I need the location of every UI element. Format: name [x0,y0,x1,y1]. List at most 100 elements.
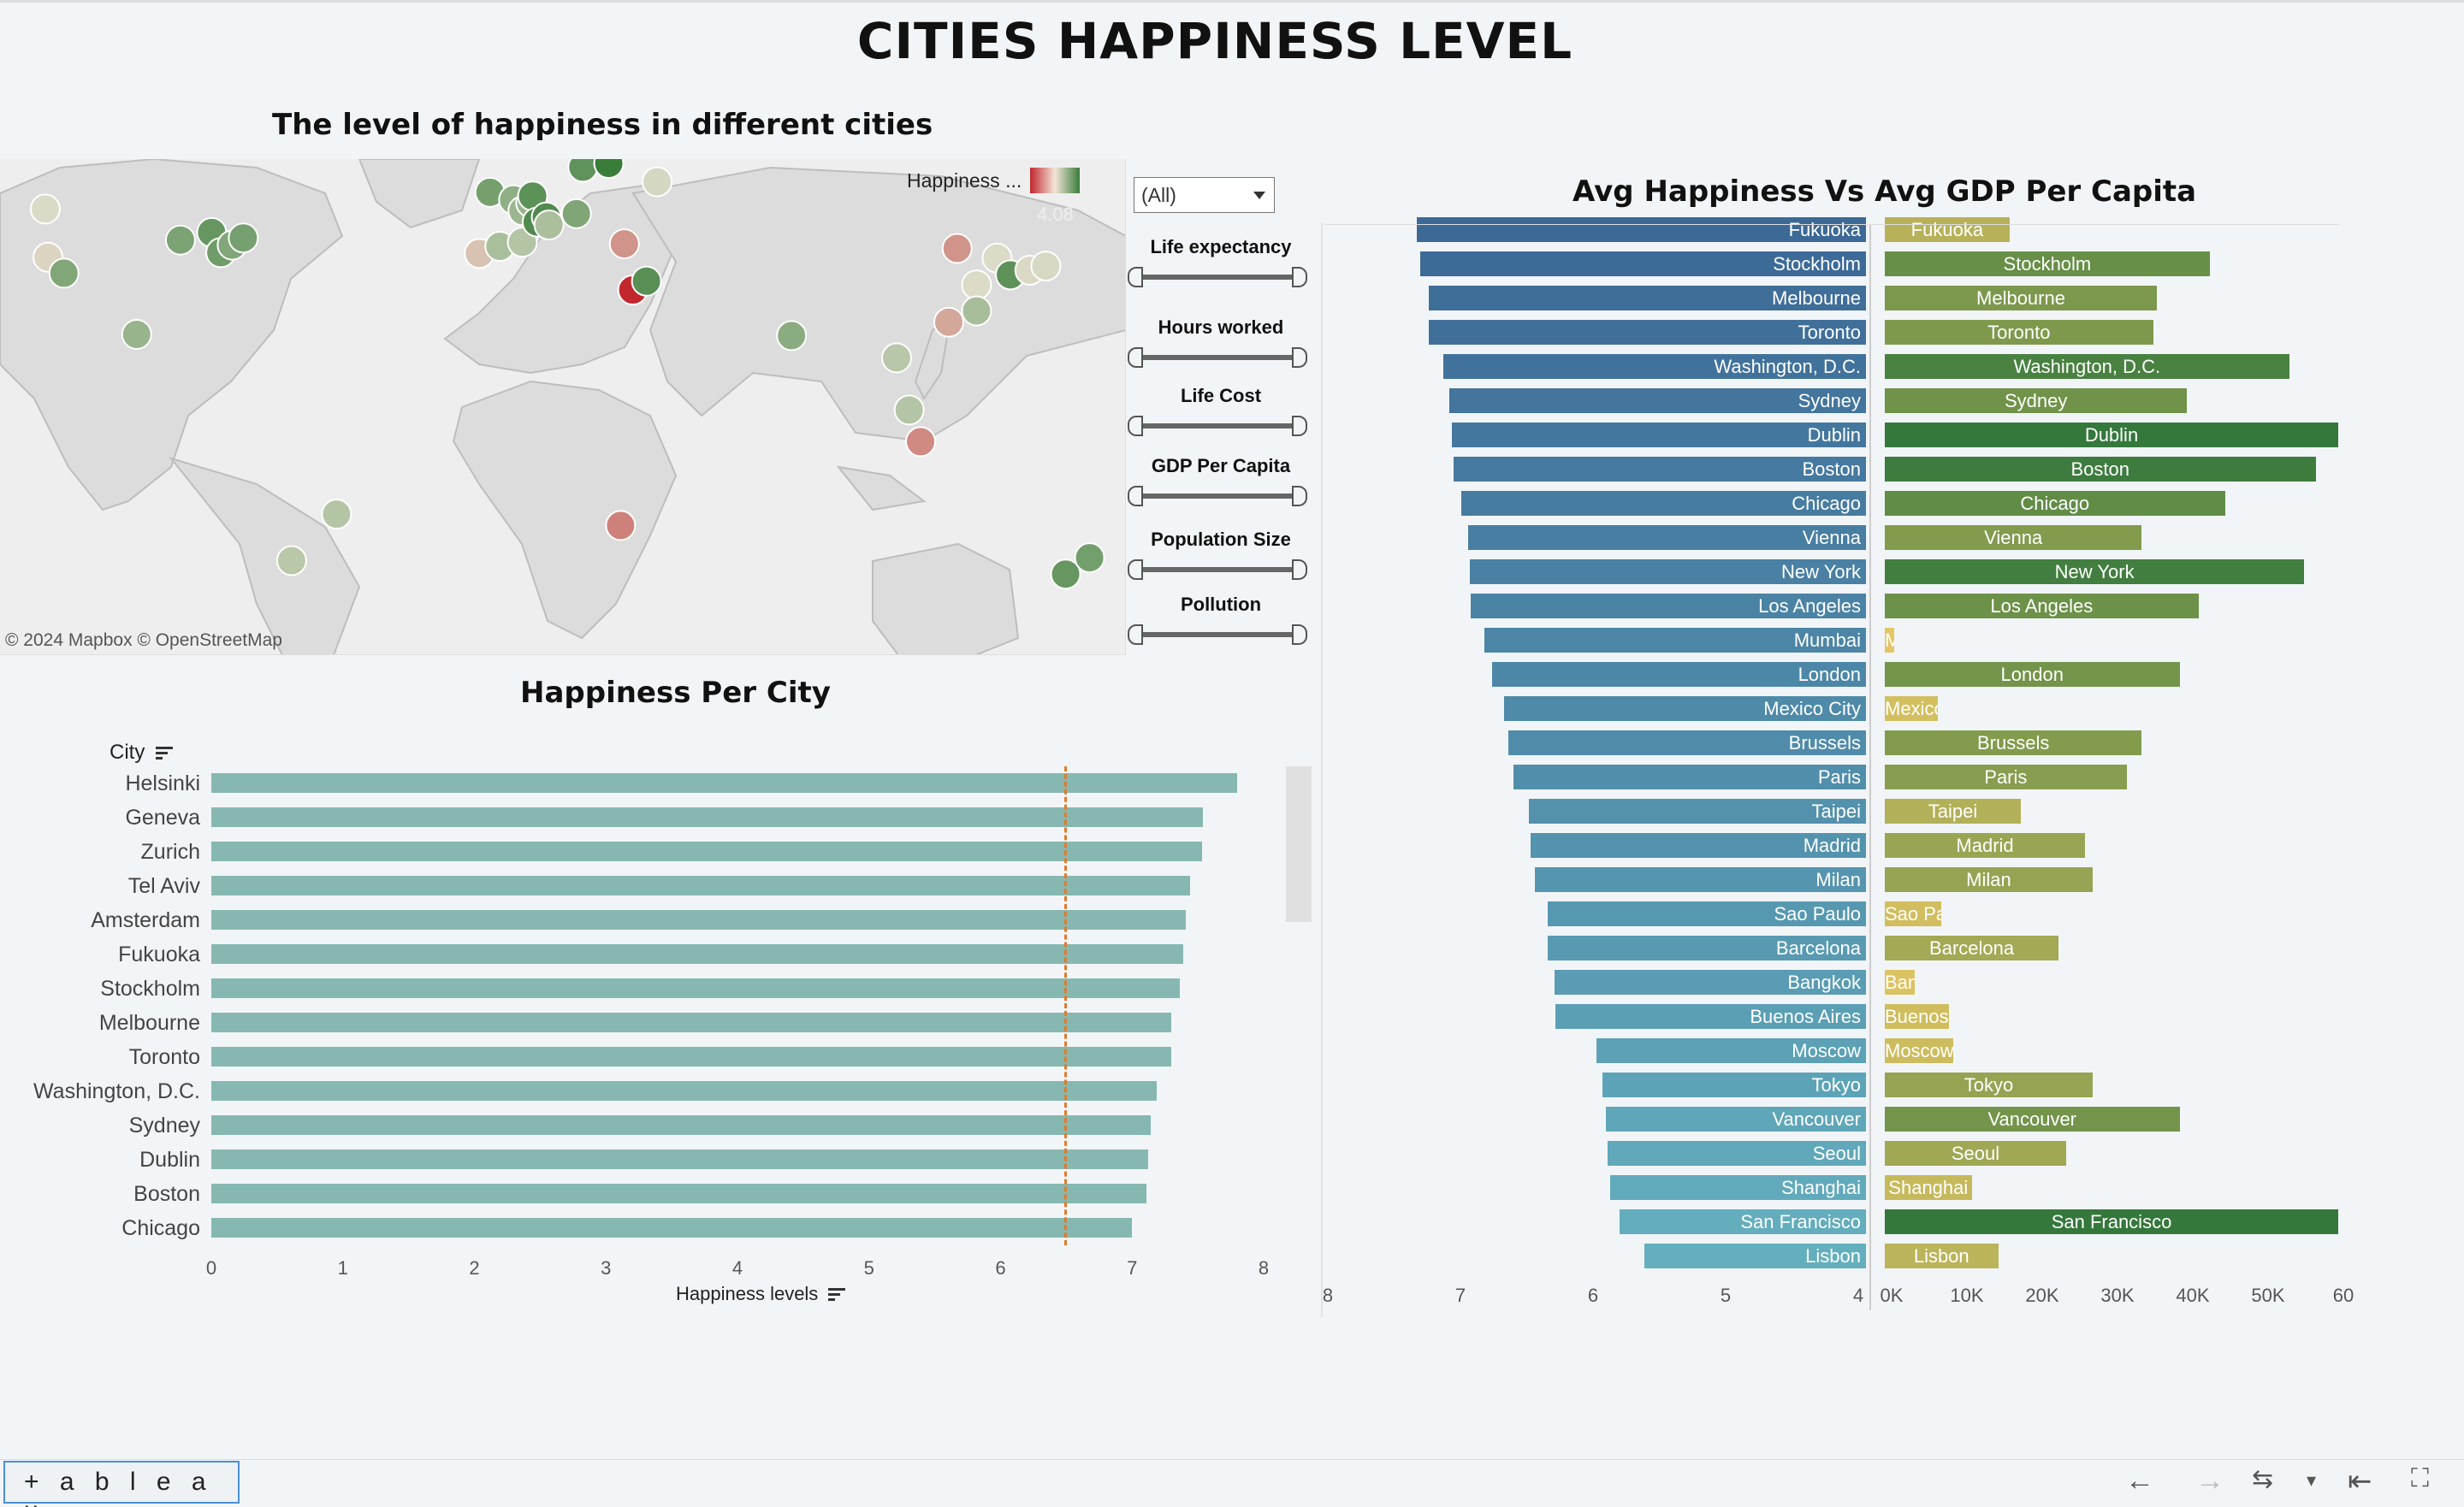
city-map-point[interactable] [776,320,808,352]
slider-max-handle[interactable] [1292,347,1307,368]
happiness-avg-bar[interactable]: Moscow [1596,1038,1866,1063]
city-filter-dropdown[interactable]: (All) [1134,177,1275,213]
happiness-avg-bar[interactable]: Dublin [1452,423,1866,447]
happiness-bar[interactable] [211,1218,1133,1238]
slider-track[interactable] [1134,275,1300,280]
city-map-point[interactable] [631,265,662,297]
happiness-avg-bar[interactable]: Madrid [1530,833,1866,858]
gdp-bar[interactable]: Shanghai [1885,1175,1972,1200]
gdp-bar[interactable]: Paris [1885,765,2127,789]
gdp-bar[interactable]: Mumbai [1885,628,1894,653]
happiness-avg-bar[interactable]: Los Angeles [1471,594,1866,618]
happiness-x-axis-title[interactable]: Happiness levels [676,1283,846,1305]
city-map-point[interactable] [228,222,259,254]
gdp-bar[interactable]: Washington, D.C. [1885,354,2289,379]
slider-min-handle[interactable] [1128,267,1143,287]
gdp-bar[interactable]: Buenos Aires [1885,1004,1950,1029]
happiness-bar[interactable] [211,1013,1172,1032]
gdp-bar[interactable]: Lisbon [1885,1244,1999,1268]
gdp-bar[interactable]: Moscow [1885,1038,1953,1063]
gdp-bar[interactable]: Vancouver [1885,1107,2180,1132]
slider-min-handle[interactable] [1128,624,1143,645]
city-map-point[interactable] [29,193,61,225]
city-map-point[interactable] [933,306,964,338]
slider-max-handle[interactable] [1292,267,1307,287]
happiness-legend[interactable]: Happiness ... [907,168,1081,193]
gdp-bar[interactable]: Boston [1885,457,2316,482]
happiness-avg-bar[interactable]: Taipei [1529,799,1866,824]
range-slider[interactable] [1128,267,1307,287]
city-label[interactable]: Amsterdam [91,908,200,932]
happiness-avg-bar[interactable]: Vancouver [1606,1107,1866,1132]
gdp-bar[interactable]: Stockholm [1885,251,2210,276]
happiness-avg-bar[interactable]: Brussels [1507,730,1866,755]
happiness-avg-bar[interactable]: Washington, D.C. [1442,354,1866,379]
city-map-point[interactable] [164,224,196,256]
gdp-bar[interactable]: Dublin [1885,423,2338,447]
city-map-point[interactable] [608,228,640,260]
city-map-point[interactable] [48,257,80,289]
city-label[interactable]: Helsinki [125,771,200,795]
happiness-bar[interactable] [211,944,1184,964]
slider-min-handle[interactable] [1128,559,1143,580]
slider-min-handle[interactable] [1128,416,1143,436]
city-map-point[interactable] [1030,251,1062,282]
city-map-point[interactable] [605,510,637,541]
chart-scrollbar[interactable] [1286,766,1312,922]
happiness-bar[interactable] [211,1047,1172,1067]
city-label[interactable]: Dublin [139,1148,200,1172]
happiness-bar[interactable] [211,1149,1148,1169]
happiness-avg-bar[interactable]: Sao Paulo [1548,901,1866,926]
happiness-bar[interactable] [211,978,1180,998]
range-slider[interactable] [1128,624,1307,645]
gdp-bar[interactable]: Bangkok [1885,970,1916,995]
slider-max-handle[interactable] [1292,416,1307,436]
happiness-bar[interactable] [211,1115,1151,1135]
happiness-avg-bar[interactable]: Mexico City [1503,696,1866,721]
happiness-avg-bar[interactable]: Stockholm [1420,251,1866,276]
gdp-bar[interactable]: London [1885,662,2180,687]
slider-min-handle[interactable] [1128,347,1143,368]
happiness-avg-bar[interactable]: Vienna [1468,525,1866,550]
gdp-bar[interactable]: Toronto [1885,320,2153,345]
happiness-bar[interactable] [211,773,1238,793]
gdp-bar[interactable]: Milan [1885,867,2093,892]
happiness-avg-bar[interactable]: Bangkok [1554,970,1866,995]
slider-track[interactable] [1134,493,1300,499]
city-map-point[interactable] [560,198,592,229]
undo-arrow-icon[interactable]: ← [2125,1464,2154,1497]
city-map-point[interactable] [961,295,992,327]
city-label[interactable]: Fukuoka [118,943,200,966]
slider-max-handle[interactable] [1292,624,1307,645]
gdp-bar[interactable]: Melbourne [1885,286,2157,310]
range-slider[interactable] [1128,347,1307,368]
slider-min-handle[interactable] [1128,486,1143,506]
gdp-bar[interactable]: New York [1885,559,2305,584]
happiness-bar[interactable] [211,1081,1158,1101]
city-map-point[interactable] [642,166,673,198]
slider-track[interactable] [1134,567,1300,572]
happiness-avg-bar[interactable]: London [1491,662,1866,687]
range-slider[interactable] [1128,416,1307,436]
happiness-bar[interactable] [211,910,1187,930]
city-label[interactable]: Zurich [140,840,200,864]
revert-icon[interactable]: ⇆ [2252,1465,2274,1493]
city-map-point[interactable] [1050,558,1081,590]
fullscreen-icon[interactable]: ⛶ [2411,1464,2429,1492]
slider-track[interactable] [1134,632,1300,637]
city-label[interactable]: Toronto [128,1045,200,1069]
city-map-point[interactable] [121,318,152,350]
happiness-avg-bar[interactable]: Toronto [1428,320,1866,345]
range-slider[interactable] [1128,486,1307,506]
happiness-bar[interactable] [211,1184,1147,1203]
happiness-avg-bar[interactable]: Chicago [1461,491,1866,516]
happiness-avg-bar[interactable]: Sydney [1449,388,1866,413]
gdp-bar[interactable]: Vienna [1885,525,2142,550]
city-map-point[interactable] [893,394,925,426]
gdp-bar[interactable]: Madrid [1885,833,2086,858]
happiness-bar[interactable] [211,807,1204,827]
city-map-point[interactable] [533,210,565,241]
city-map-point[interactable] [1074,542,1105,574]
city-label[interactable]: Sydney [128,1114,200,1138]
city-map-point[interactable] [880,342,912,374]
